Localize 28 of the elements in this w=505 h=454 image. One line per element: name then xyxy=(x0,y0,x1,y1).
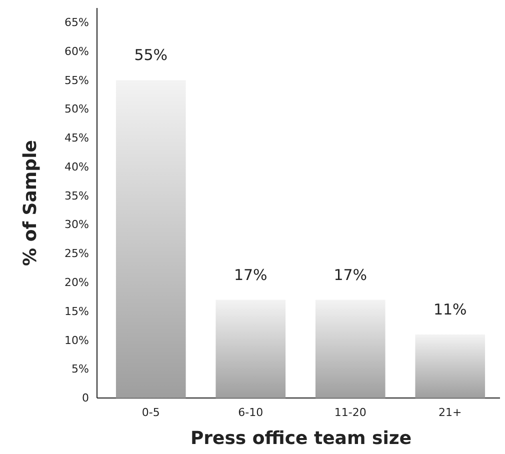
data-label: 55% xyxy=(134,46,168,64)
x-tick-label: 21+ xyxy=(438,406,462,419)
y-tick-label: 50% xyxy=(64,102,89,116)
bar xyxy=(315,300,386,398)
y-axis-title: % of Sample xyxy=(20,140,41,266)
y-tick-label: 65% xyxy=(64,16,89,29)
y-tick-label: 30% xyxy=(64,218,89,232)
x-tick-label: 11-20 xyxy=(334,406,366,419)
bar xyxy=(116,80,186,398)
y-tick-label: 35% xyxy=(64,189,89,202)
data-label: 11% xyxy=(433,300,467,318)
y-tick-label: 10% xyxy=(64,334,89,347)
y-tick-label: 0 xyxy=(82,392,89,405)
bar xyxy=(415,334,486,398)
y-tick-label: 40% xyxy=(64,160,89,174)
x-tick-label: 6-10 xyxy=(238,406,264,419)
x-tick-label: 0-5 xyxy=(142,406,160,419)
y-tick-label: 15% xyxy=(64,304,89,318)
y-tick-label: 60% xyxy=(64,44,89,58)
bar xyxy=(216,300,286,398)
y-tick-label: 25% xyxy=(64,247,89,260)
y-tick-label: 5% xyxy=(72,362,89,376)
y-tick-label: 55% xyxy=(64,74,89,87)
y-tick-label: 20% xyxy=(64,276,89,289)
x-axis-title: Press office team size xyxy=(190,428,412,449)
data-label: 17% xyxy=(334,266,368,284)
y-tick-label: 45% xyxy=(64,132,89,145)
data-label: 17% xyxy=(234,266,268,284)
